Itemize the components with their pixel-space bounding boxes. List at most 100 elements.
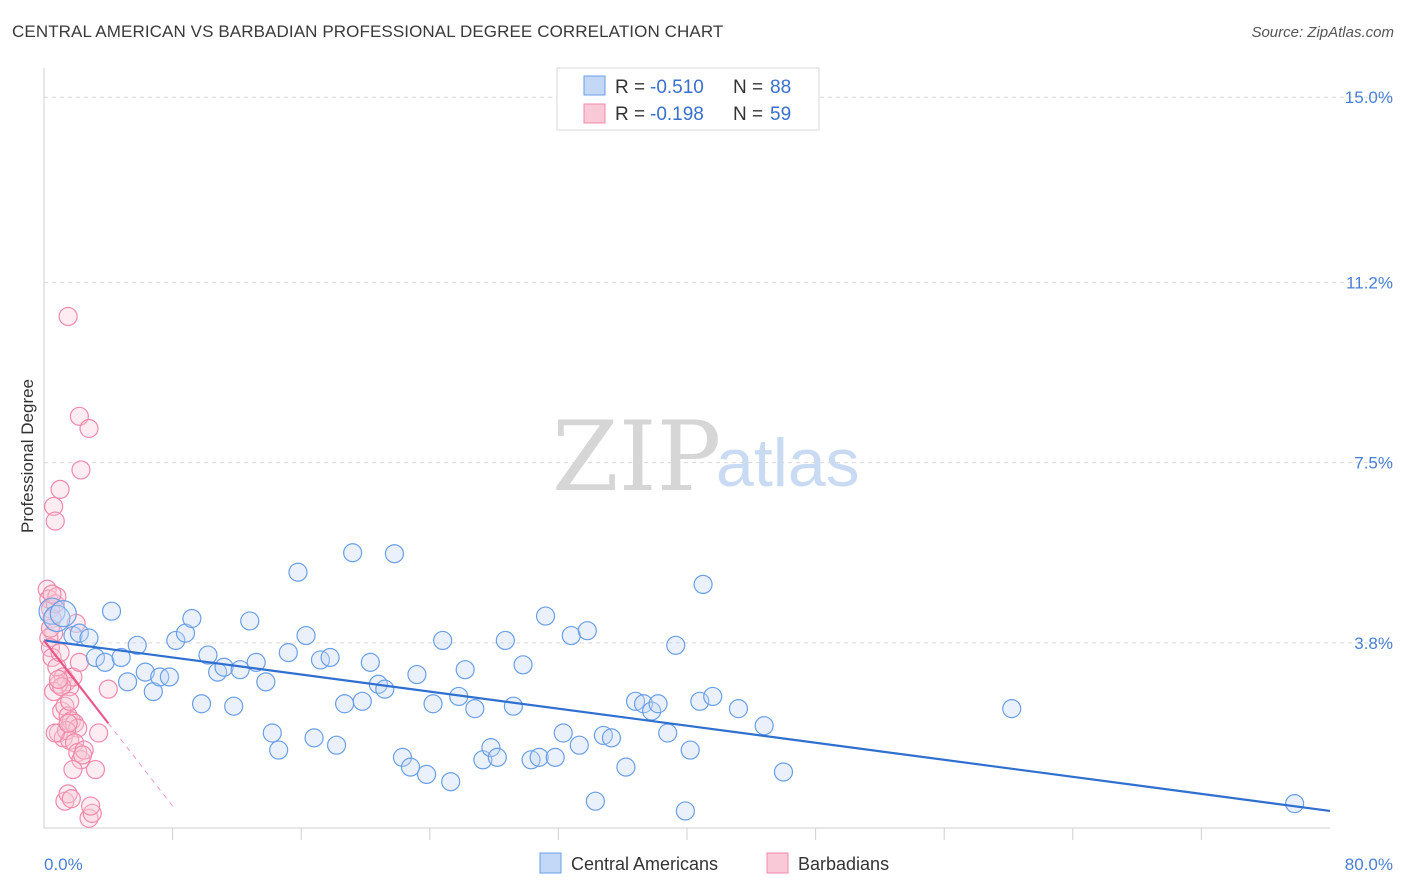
y-tick-label: 15.0% <box>1345 88 1393 107</box>
barbadian-point <box>61 711 81 731</box>
central-american-point <box>529 747 549 767</box>
central-american-point <box>166 630 186 651</box>
central-american-point <box>49 600 77 628</box>
central-american-point <box>633 694 654 714</box>
y-tick-labels: 3.8% 7.5% 11.2% 15.0% <box>1345 88 1393 653</box>
central-american-point <box>384 544 405 564</box>
central-american-point <box>182 608 202 629</box>
barbadian-point <box>45 511 65 531</box>
bottom-legend-swatch-pink <box>766 852 789 874</box>
barbadian-point <box>48 674 69 694</box>
watermark-atlas: atlas <box>716 425 860 501</box>
central-american-point <box>246 652 266 672</box>
central-american-point <box>658 723 678 743</box>
central-american-point <box>400 757 421 777</box>
barbadian-point <box>71 460 91 480</box>
central-american-point <box>111 647 131 668</box>
central-americans-points <box>38 543 1305 821</box>
central-american-point <box>256 672 276 692</box>
barbadian-point <box>89 723 109 743</box>
barbadians-trend-extension <box>107 722 173 807</box>
barbadian-point <box>60 691 80 711</box>
barbadian-point <box>72 745 93 765</box>
barbadian-point <box>82 803 102 823</box>
central-american-point <box>135 662 155 682</box>
central-american-point <box>593 725 614 746</box>
trend-lines <box>43 639 1331 813</box>
barbadian-point <box>69 652 89 672</box>
chart-title: CENTRAL AMERICAN VS BARBADIAN PROFESSION… <box>12 22 724 41</box>
central-american-point <box>601 728 622 748</box>
central-american-point <box>230 660 250 680</box>
central-american-point <box>392 747 413 767</box>
central-american-point <box>304 728 324 748</box>
central-american-point <box>352 691 372 711</box>
central-american-point <box>296 625 316 646</box>
central-american-point <box>335 694 355 714</box>
barbadians-trend-line <box>43 639 110 724</box>
bottom-legend-swatch-blue <box>539 852 562 874</box>
legend-n-label-blue: N = <box>733 77 763 98</box>
central-american-point <box>343 543 363 563</box>
legend-r-value-pink: -0.198 <box>650 104 704 125</box>
central-american-point <box>326 735 347 755</box>
barbadian-point <box>48 669 69 690</box>
central-american-point <box>680 740 700 760</box>
central-american-point <box>703 686 723 707</box>
bottom-legend-label-blue: Central Americans <box>571 854 718 874</box>
central-american-point <box>288 562 308 582</box>
central-american-point <box>224 696 244 716</box>
x-tick-label-max: 80.0% <box>1345 855 1393 874</box>
central-american-point <box>1285 794 1305 814</box>
barbadian-point <box>45 723 65 743</box>
central-american-point <box>198 645 218 665</box>
legend-swatch-blue <box>583 75 606 96</box>
central-american-point <box>569 735 589 755</box>
central-american-point <box>754 716 774 736</box>
central-american-point <box>423 694 443 714</box>
barbadian-point <box>44 496 64 517</box>
central-american-point <box>360 652 380 672</box>
central-american-point <box>553 723 573 743</box>
central-american-point <box>320 647 340 668</box>
central-american-point <box>561 625 581 646</box>
source-credit: Source: ZipAtlas.com <box>1251 24 1394 41</box>
legend-r-value-blue: -0.510 <box>650 77 704 98</box>
legend-r-label-pink: R = <box>615 104 645 125</box>
series-legend: Central Americans Barbadians <box>539 852 889 874</box>
y-axis-label: Professional Degree <box>18 379 37 533</box>
central-american-point <box>693 574 713 595</box>
barbadian-point <box>63 759 83 780</box>
central-americans-trend-line <box>43 639 1331 813</box>
central-american-point <box>465 699 485 719</box>
y-tick-label: 7.5% <box>1354 454 1393 473</box>
legend-n-value-blue: 88 <box>770 77 791 98</box>
central-american-point <box>38 597 66 625</box>
barbadian-point <box>85 759 106 780</box>
central-american-point <box>240 611 260 631</box>
y-tick-label: 3.8% <box>1354 634 1393 653</box>
legend-n-label-pink: N = <box>733 104 763 125</box>
watermark-zip: ZIP <box>552 401 721 513</box>
central-american-point <box>625 691 646 711</box>
central-american-point <box>690 691 710 711</box>
central-american-point <box>1002 699 1022 719</box>
barbadian-point <box>98 679 118 699</box>
central-american-point <box>416 764 437 785</box>
barbadian-point <box>61 789 81 809</box>
central-american-point <box>503 696 523 716</box>
central-american-point <box>159 667 179 687</box>
barbadian-point <box>50 479 70 500</box>
central-american-point <box>69 623 89 643</box>
central-american-point <box>487 747 507 767</box>
central-american-point <box>495 630 515 651</box>
central-american-point <box>728 699 749 719</box>
central-american-point <box>545 747 565 767</box>
central-american-point <box>577 621 597 641</box>
central-american-point <box>535 606 556 626</box>
legend-n-value-pink: 59 <box>770 104 791 125</box>
central-american-point <box>481 738 501 758</box>
central-american-point <box>513 655 533 675</box>
central-american-point <box>675 801 695 821</box>
